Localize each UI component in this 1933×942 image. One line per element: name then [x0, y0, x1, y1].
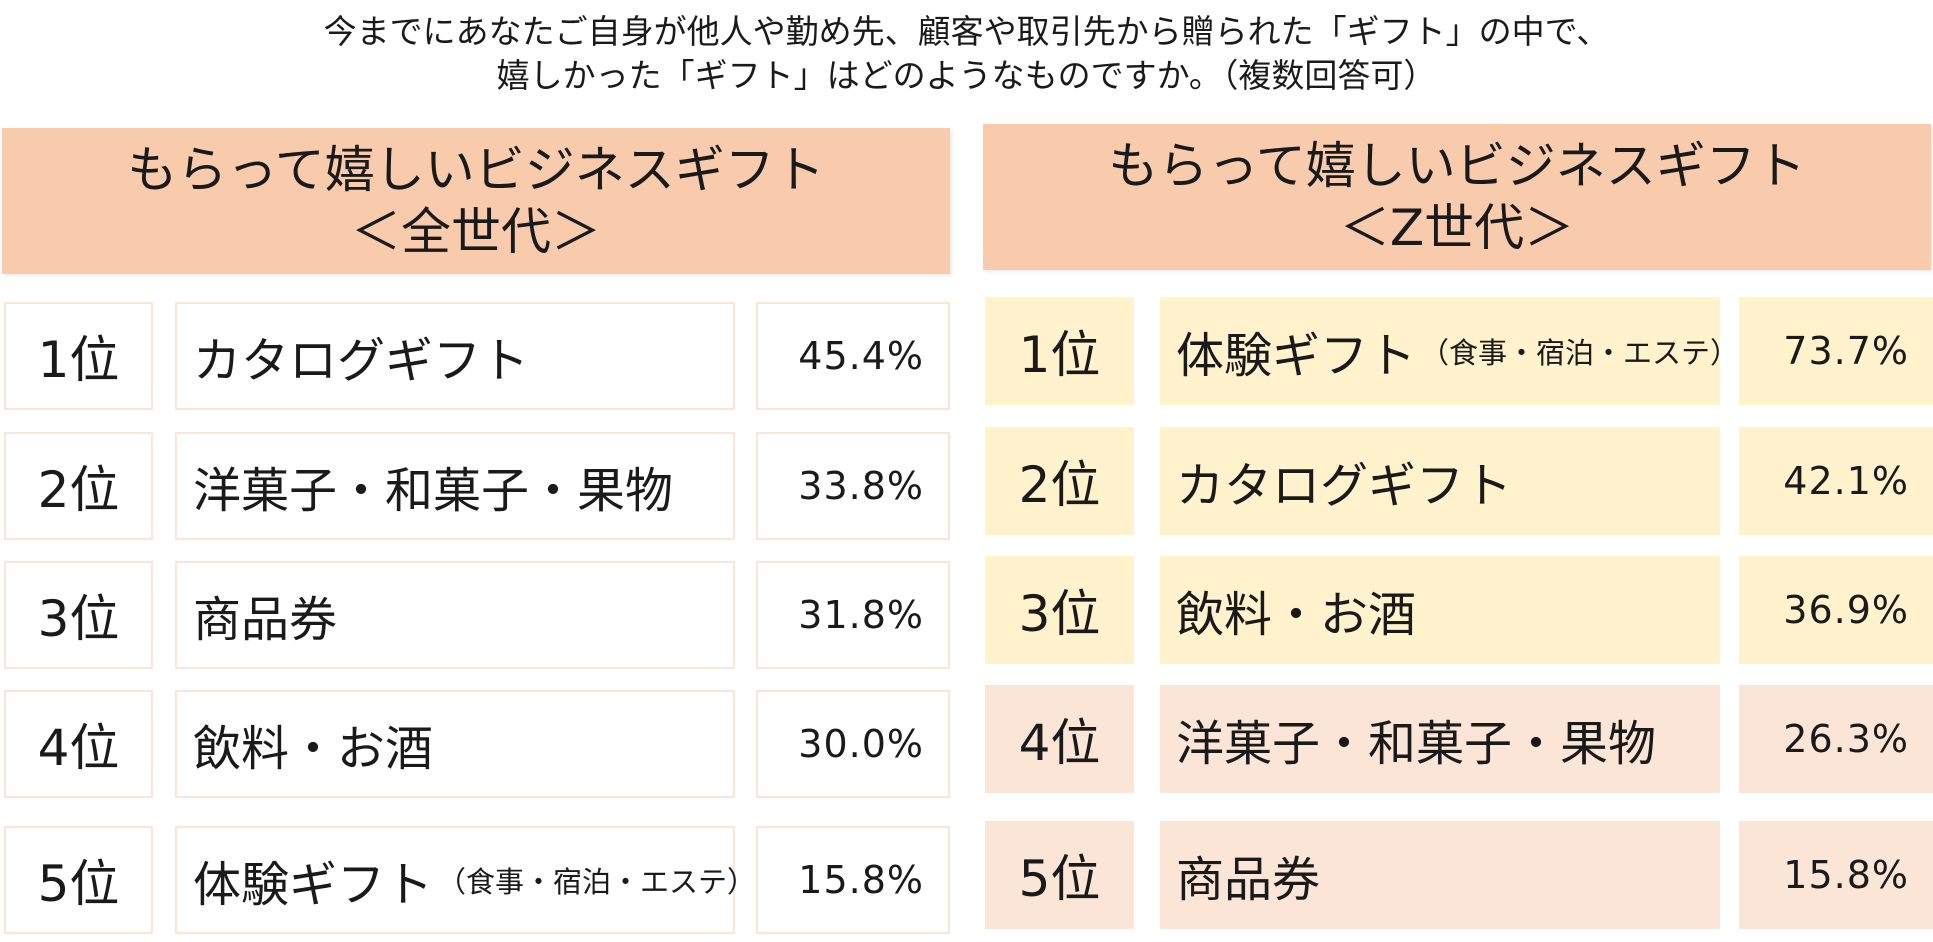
z-item-5: 商品券 — [1160, 821, 1720, 929]
all-value-4: 30.0% — [756, 690, 950, 798]
all-rank-3: 3位 — [4, 561, 153, 669]
z-value-4: 26.3% — [1739, 685, 1933, 793]
z-item-2: カタログギフト — [1160, 427, 1720, 535]
z-value-5: 15.8% — [1739, 821, 1933, 929]
all-rank-4: 4位 — [4, 690, 153, 798]
all-rank-5: 5位 — [4, 826, 153, 934]
z-value-1: 73.7% — [1739, 297, 1933, 405]
z-item-label-4: 洋菓子・和菓子・果物 — [1176, 716, 1657, 772]
z-rank-2: 2位 — [985, 427, 1134, 535]
all-generations-title: もらって嬉しいビジネスギフト — [127, 141, 825, 199]
all-item-note-5: （食事・宿泊・エステ） — [437, 865, 757, 899]
z-item-label-1: 体験ギフト — [1176, 328, 1417, 384]
all-item-3: 商品券 — [175, 561, 735, 669]
z-item-label-3: 飲料・お酒 — [1176, 587, 1417, 643]
all-generations-subtitle: ＜全世代＞ — [351, 203, 601, 261]
z-item-3: 飲料・お酒 — [1160, 556, 1720, 664]
all-value-2: 33.8% — [756, 432, 950, 540]
z-rank-3: 3位 — [985, 556, 1134, 664]
z-item-label-5: 商品券 — [1176, 852, 1321, 908]
z-value-3: 36.9% — [1739, 556, 1933, 664]
all-generations-header: もらって嬉しいビジネスギフト ＜全世代＞ — [2, 128, 950, 274]
survey-question: 今までにあなたご自身が他人や勤め先、顧客や取引先から贈られた「ギフト」の中で、 … — [0, 10, 1933, 98]
z-item-1: 体験ギフト （食事・宿泊・エステ） — [1160, 297, 1739, 405]
question-line-2: 嬉しかった「ギフト」はどのようなものですか。（複数回答可） — [496, 56, 1437, 95]
z-rank-4: 4位 — [985, 685, 1134, 793]
z-item-label-2: カタログギフト — [1176, 458, 1513, 514]
question-line-1: 今までにあなたご自身が他人や勤め先、顧客や取引先から贈られた「ギフト」の中で、 — [323, 12, 1610, 51]
gen-z-subtitle: ＜Z世代＞ — [1339, 199, 1575, 257]
all-rank-2: 2位 — [4, 432, 153, 540]
z-item-4: 洋菓子・和菓子・果物 — [1160, 685, 1720, 793]
all-item-label-1: カタログギフト — [193, 333, 530, 389]
z-value-2: 42.1% — [1739, 427, 1933, 535]
gen-z-title: もらって嬉しいビジネスギフト — [1108, 137, 1806, 195]
gen-z-header: もらって嬉しいビジネスギフト ＜Z世代＞ — [983, 124, 1931, 270]
all-item-5: 体験ギフト （食事・宿泊・エステ） — [175, 826, 756, 934]
all-rank-1: 1位 — [4, 302, 153, 410]
all-item-label-2: 洋菓子・和菓子・果物 — [193, 463, 674, 519]
z-item-note-1: （食事・宿泊・エステ） — [1420, 336, 1740, 370]
all-item-label-3: 商品券 — [193, 592, 338, 648]
z-rank-1: 1位 — [985, 297, 1134, 405]
all-item-2: 洋菓子・和菓子・果物 — [175, 432, 735, 540]
all-item-4: 飲料・お酒 — [175, 690, 735, 798]
all-item-1: カタログギフト — [175, 302, 735, 410]
all-value-1: 45.4% — [756, 302, 950, 410]
all-item-label-5: 体験ギフト — [193, 857, 434, 913]
z-rank-5: 5位 — [985, 821, 1134, 929]
all-value-5: 15.8% — [756, 826, 950, 934]
all-value-3: 31.8% — [756, 561, 950, 669]
all-item-label-4: 飲料・お酒 — [193, 721, 434, 777]
